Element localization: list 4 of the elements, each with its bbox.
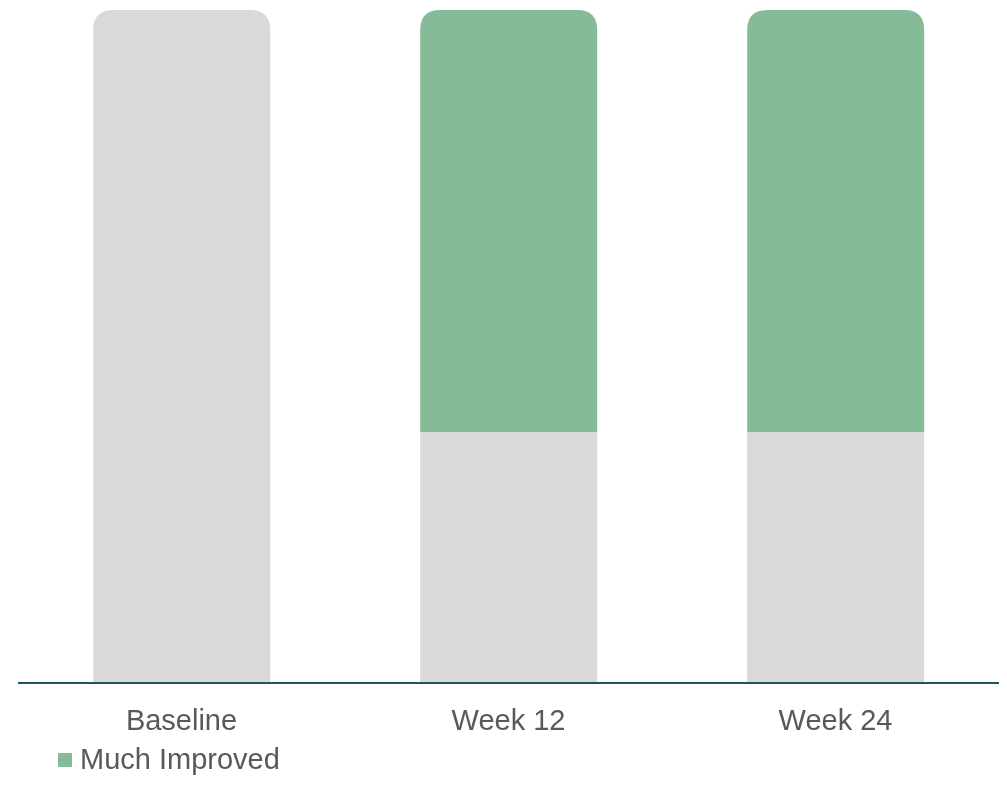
x-tick-label: Baseline xyxy=(125,703,238,736)
x-tick-label: Week 24 xyxy=(778,703,893,736)
legend-label: Much Improved xyxy=(80,743,280,776)
x-tick-label: Week 12 xyxy=(451,703,566,736)
